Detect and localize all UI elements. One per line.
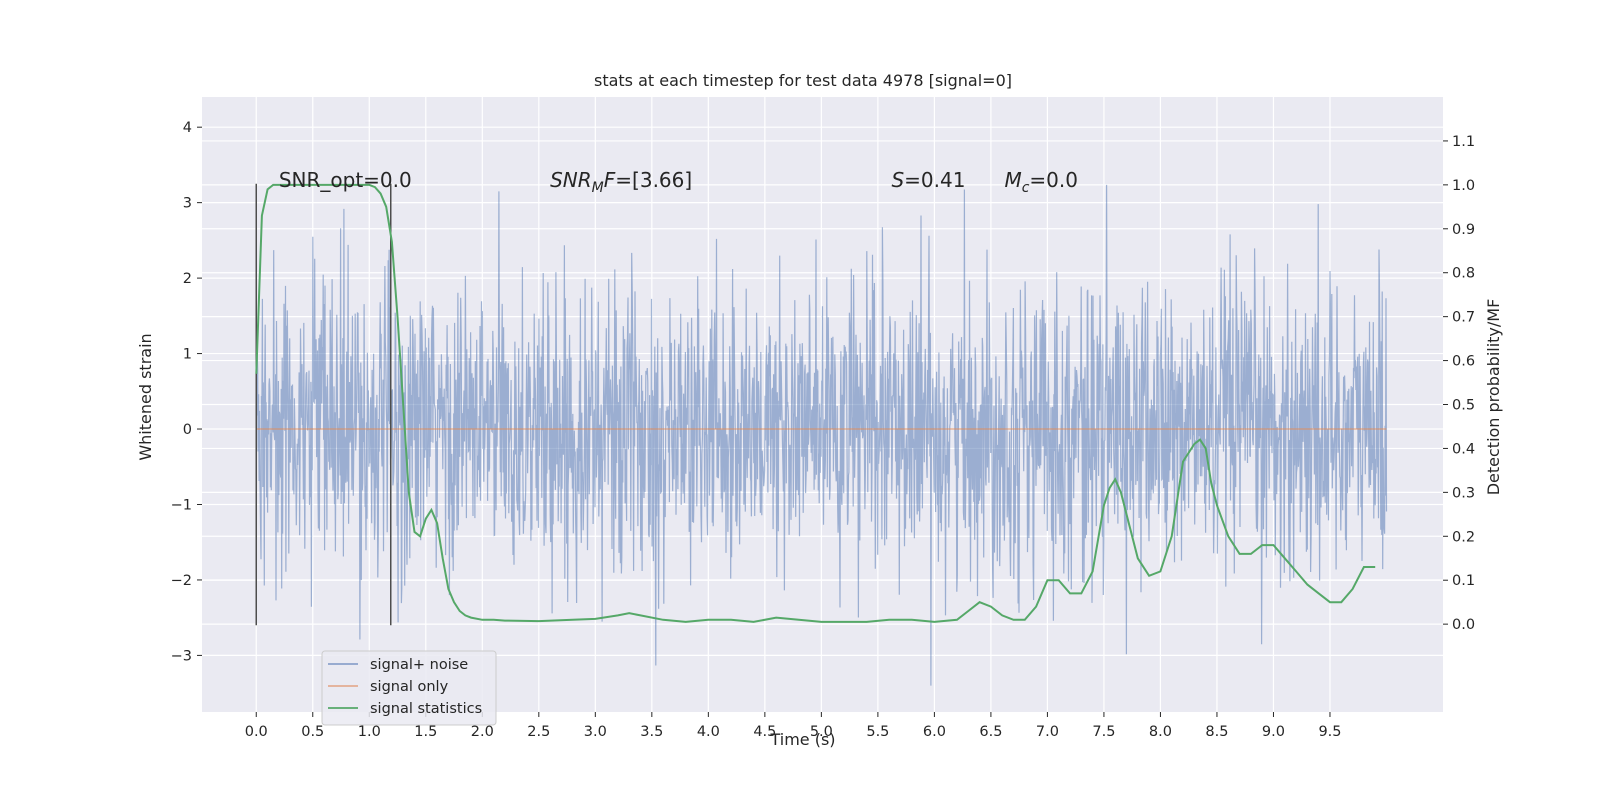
annotations: SNR_opt=0.0 SNRMF=[3.66] S=0.41 Mc=0.0 [279, 168, 1078, 196]
annotation-3: Mc=0.0 [1004, 168, 1078, 196]
y-left-tick-label: 3 [183, 196, 192, 212]
x-tick-label: 8.0 [1149, 724, 1172, 740]
y-right-tick-label: 1.1 [1452, 134, 1475, 150]
vertical-markers [255, 183, 392, 626]
y-left-tick-label: 1 [183, 347, 192, 363]
x-tick-label: 7.0 [1036, 724, 1059, 740]
y-left-tick-label: 4 [183, 120, 192, 136]
x-tick-label: 5.0 [810, 724, 833, 740]
x-tick-label: 0.5 [301, 724, 324, 740]
x-tick-label: 2.0 [471, 724, 494, 740]
y-right-tick-label: 0.4 [1452, 441, 1475, 457]
y-right-tick-label: 0.8 [1452, 266, 1475, 282]
legend: signal+ noise signal only signal statist… [321, 650, 497, 726]
y-right-tick-label: 0.2 [1452, 529, 1475, 545]
chart-title: stats at each timestep for test data 497… [594, 71, 1012, 90]
right-y-axis-ticks: 0.0 0.1 0.2 0.3 0.4 0.5 0.6 0.7 0.8 0.9 1.0 1.1 [1443, 134, 1475, 633]
x-axis-ticks: 0.0 0.5 1.0 1.5 2.0 2.5 3.0 3.5 4.0 4.5 5.0 5.5 6.0 6… [245, 712, 1342, 740]
left-y-axis-ticks: −3 −2 −1 0 1 2 3 4 [171, 120, 202, 664]
noise-trace [255, 184, 1388, 686]
x-tick-label: 8.5 [1205, 724, 1228, 740]
x-tick-label: 0.0 [245, 724, 268, 740]
annotation-1: SNRMF=[3.66] [550, 168, 692, 196]
x-tick-label: 1.0 [358, 724, 381, 740]
annotation-0: SNR_opt=0.0 [279, 168, 412, 192]
x-tick-label: 6.5 [979, 724, 1002, 740]
noise-series [255, 184, 1388, 686]
x-tick-label: 9.5 [1318, 724, 1341, 740]
legend-label-noise: signal+ noise [370, 657, 468, 673]
y-left-tick-label: −3 [171, 648, 192, 664]
x-tick-label: 4.5 [753, 724, 776, 740]
legend-box [321, 650, 497, 726]
right-y-axis-label: Detection probability/MF [1484, 299, 1503, 496]
y-right-tick-label: 0.1 [1452, 573, 1475, 589]
x-axis-label: Time (s) [769, 730, 835, 749]
x-tick-label: 7.5 [1092, 724, 1115, 740]
x-tick-label: 4.0 [697, 724, 720, 740]
y-right-tick-label: 0.9 [1452, 222, 1475, 238]
x-tick-label: 5.5 [866, 724, 889, 740]
signal-statistics-series [255, 183, 1376, 623]
x-tick-label: 3.5 [640, 724, 663, 740]
y-left-tick-label: 2 [183, 271, 192, 287]
legend-label-signal-only: signal only [370, 679, 449, 695]
x-tick-label: 2.5 [527, 724, 550, 740]
left-y-axis-label: Whitened strain [136, 333, 155, 460]
y-right-tick-label: 0.6 [1452, 354, 1475, 370]
legend-label-signal-statistics: signal statistics [370, 701, 482, 717]
y-right-tick-label: 1.0 [1452, 178, 1475, 194]
y-right-tick-label: 0.5 [1452, 398, 1475, 414]
y-left-tick-label: −2 [171, 573, 192, 589]
x-tick-label: 1.5 [414, 724, 437, 740]
signal-statistics-line [255, 183, 1376, 623]
x-tick-label: 9.0 [1262, 724, 1285, 740]
y-left-tick-label: −1 [171, 497, 192, 513]
y-right-tick-label: 0.7 [1452, 310, 1475, 326]
y-right-tick-label: 0.0 [1452, 617, 1475, 633]
x-tick-label: 3.0 [584, 724, 607, 740]
x-tick-label: 6.0 [923, 724, 946, 740]
y-left-tick-label: 0 [183, 422, 192, 438]
annotation-2: S=0.41 [891, 168, 965, 192]
y-right-tick-label: 0.3 [1452, 485, 1475, 501]
